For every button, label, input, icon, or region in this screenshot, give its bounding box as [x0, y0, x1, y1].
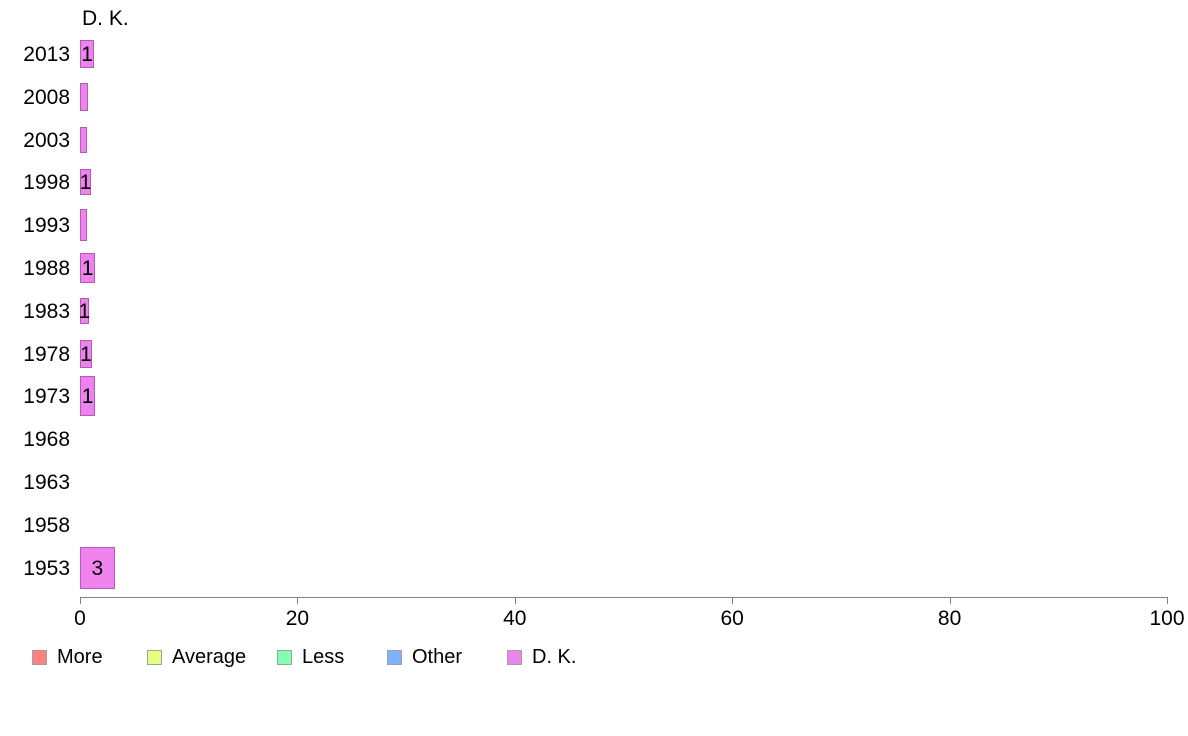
x-axis: 0 20 40 60 80 100: [74, 597, 1185, 629]
legend-swatch-icon: [147, 649, 162, 665]
category-label: 2003: [23, 128, 70, 152]
bar: [80, 297, 89, 324]
bar: [80, 209, 87, 242]
category-label: 1978: [23, 342, 70, 366]
axis-tick: [297, 597, 299, 604]
axis-tick-label: 0: [74, 607, 86, 630]
legend-label: Other: [412, 646, 463, 668]
legend-item[interactable]: Other: [387, 645, 462, 669]
axis-tick-label: 40: [503, 607, 527, 630]
bar: [80, 546, 115, 589]
axis-tick-label: 80: [937, 607, 962, 630]
legend-item[interactable]: D. K.: [507, 645, 576, 669]
legend-item[interactable]: Average: [147, 645, 246, 669]
plot-area: [80, 36, 1167, 592]
bar-value-label: 1: [79, 171, 92, 195]
bar-value-label: 3: [91, 556, 104, 580]
legend-label: More: [57, 646, 103, 668]
category-label: 1983: [23, 299, 70, 323]
axis-tick-label: 100: [1149, 607, 1185, 630]
chart-column-title: D. K.: [82, 7, 129, 30]
legend-swatch-icon: [277, 649, 292, 665]
bar-value-label: 1: [81, 257, 94, 280]
legend-item[interactable]: Less: [277, 645, 344, 669]
bar-value-label: 1: [78, 299, 91, 323]
category-label: 1993: [23, 214, 70, 238]
legend-label: Average: [172, 646, 247, 668]
bar: [80, 376, 96, 417]
category-label: 2013: [23, 43, 70, 66]
legend-label: Less: [302, 646, 345, 668]
axis-tick: [1167, 597, 1168, 604]
category-label: 2008: [23, 85, 70, 109]
category-label: 1958: [23, 513, 70, 537]
bar: [80, 82, 88, 111]
axis-tick: [732, 597, 734, 604]
axis-tick-label: 60: [720, 607, 744, 630]
category-label: 1968: [23, 428, 70, 452]
bar: [80, 126, 87, 153]
axis-tick: [80, 597, 81, 604]
category-label: 1953: [23, 556, 70, 580]
legend-label: D. K.: [532, 646, 577, 668]
bar-value-label: 1: [81, 385, 94, 409]
bar-value-label: 1: [80, 342, 92, 366]
bar: [80, 339, 92, 368]
category-label: 1988: [23, 257, 70, 280]
category-label: 1973: [23, 385, 70, 409]
bar: [80, 169, 91, 196]
legend-swatch-icon: [507, 649, 522, 665]
axis-tick-label: 20: [285, 607, 310, 630]
legend-swatch-icon: [387, 649, 402, 665]
bar: [80, 253, 96, 283]
category-label: 1963: [23, 471, 70, 494]
bar: [80, 40, 95, 68]
bar-value-label: 1: [81, 43, 93, 66]
legend-item[interactable]: More: [32, 645, 103, 669]
axis-tick: [514, 597, 516, 604]
category-label: 1998: [23, 171, 70, 195]
axis-tick: [949, 597, 951, 604]
legend-swatch-icon: [32, 649, 47, 665]
